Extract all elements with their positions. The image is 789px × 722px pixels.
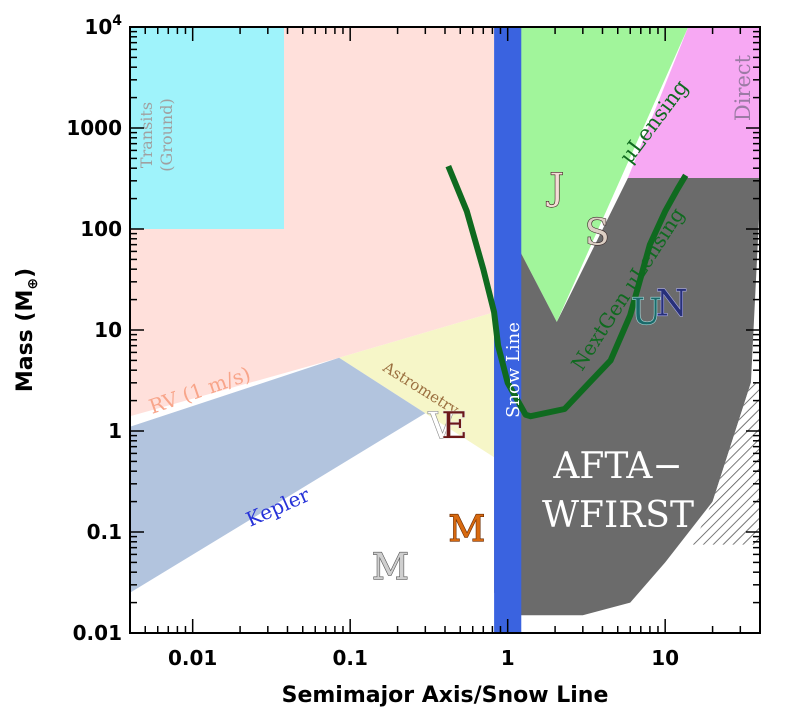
region-transits-ground <box>130 27 284 229</box>
x-tick-label: 0.1 <box>332 646 367 670</box>
wfirst-label: WFIRST <box>542 495 694 536</box>
planet-n-marker: N <box>656 284 688 325</box>
y-tick-label: 1 <box>108 419 122 443</box>
afta-label: AFTA− <box>552 446 682 487</box>
y-tick-label: 104 <box>84 13 122 39</box>
planet-m-marker: M <box>448 509 485 550</box>
ulensing-sensitivity-curve <box>445 164 689 420</box>
x-tick-label: 0.01 <box>168 646 217 670</box>
transits-ground-label: (Ground) <box>157 98 176 171</box>
direct-label: Direct <box>731 54 755 121</box>
curves-layer <box>445 164 689 420</box>
region-hatched <box>692 382 760 545</box>
region-astrometry <box>339 312 495 458</box>
y-axis-title-main: Mass (M <box>13 290 38 393</box>
planet-s-marker: S <box>585 213 610 254</box>
y-tick-label: 0.1 <box>87 520 122 544</box>
y-tick-label-exponent: 4 <box>112 13 122 29</box>
planet-j-marker: J <box>546 168 564 209</box>
region--lensing <box>520 27 689 322</box>
axis-ticks: 0.01 0.1 1 10 0.01 0.1 1 10 100 1000 104 <box>66 13 761 670</box>
region-direct <box>627 27 760 178</box>
y-axis-title-symbol: ⊕ <box>25 278 41 290</box>
y-tick-label: 0.01 <box>73 621 122 645</box>
y-axis-title: Mass (M⊕) <box>13 268 41 392</box>
y-axis-title-close: ) <box>13 268 38 278</box>
transits-label: Transits <box>137 102 156 168</box>
region-kepler <box>130 357 426 593</box>
x-axis-title: Semimajor Axis/Snow Line <box>282 683 609 708</box>
planet-e-marker: E <box>441 406 467 447</box>
y-tick-label: 100 <box>80 217 122 241</box>
y-tick-label: 10 <box>94 318 122 342</box>
x-tick-label: 10 <box>651 646 679 670</box>
y-tick-label: 1000 <box>66 116 122 140</box>
planet-v-marker: V <box>427 407 455 448</box>
planet-m-marker: M <box>372 547 409 588</box>
planet-u-marker: U <box>631 292 661 333</box>
snow-line-label: Snow Line <box>503 322 524 418</box>
x-tick-label: 1 <box>501 646 515 670</box>
regions-layer <box>130 27 760 633</box>
